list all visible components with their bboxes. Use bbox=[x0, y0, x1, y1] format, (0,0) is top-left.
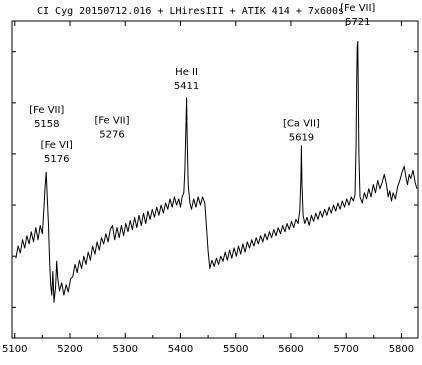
annotation-wavelength-label: 5721 bbox=[345, 17, 370, 28]
annotation-wavelength-label: 5411 bbox=[174, 81, 199, 92]
x-tick-label: 5600 bbox=[278, 344, 303, 355]
x-tick-label: 5200 bbox=[57, 344, 82, 355]
y-axis bbox=[12, 51, 418, 308]
chart-title: CI Cyg 20150712.016 + LHiresIII + ATIK 4… bbox=[37, 6, 344, 17]
x-tick-label: 5300 bbox=[113, 344, 138, 355]
annotation-wavelength-label: 5619 bbox=[289, 132, 314, 143]
annotation-ion-label: [Fe VI] bbox=[41, 140, 73, 151]
series-layer bbox=[15, 41, 418, 303]
x-tick-label: 5400 bbox=[168, 344, 193, 355]
x-tick-label: 5700 bbox=[333, 344, 358, 355]
x-tick-label: 5500 bbox=[223, 344, 248, 355]
x-tick-label: 5100 bbox=[2, 344, 27, 355]
x-axis: 5100 5200 5300 5400 5500 5600 5700 5800 bbox=[2, 21, 414, 355]
annotation-ca7-5619: [Ca VII] 5619 bbox=[283, 118, 320, 143]
x-tick-label: 5800 bbox=[389, 344, 414, 355]
annotation-ion-label: [Fe VII] bbox=[94, 115, 129, 126]
annotation-ion-label: [Ca VII] bbox=[283, 118, 320, 129]
annotation-he2-5411: He II 5411 bbox=[174, 67, 199, 92]
annotation-wavelength-label: 5158 bbox=[34, 119, 59, 130]
annotation-fe7-5276: [Fe VII] 5276 bbox=[94, 115, 129, 140]
annotation-wavelength-label: 5176 bbox=[44, 154, 69, 165]
plot-frame bbox=[11, 20, 419, 339]
annotation-ion-label: He II bbox=[175, 67, 198, 78]
annotation-fe6-5176: [Fe VI] 5176 bbox=[41, 140, 73, 165]
annotation-wavelength-label: 5276 bbox=[99, 129, 124, 140]
annotation-ion-label: [Fe VII] bbox=[29, 105, 64, 116]
annotations: [Fe VII] 5158 [Fe VI] 5176 [Fe VII] 5276 He II… bbox=[29, 3, 375, 165]
annotation-fe7-5158: [Fe VII] 5158 bbox=[29, 105, 64, 130]
spectrum-line bbox=[15, 41, 418, 303]
annotation-fe7-5721: [Fe VII] 5721 bbox=[340, 3, 375, 28]
annotation-ion-label: [Fe VII] bbox=[340, 3, 375, 14]
